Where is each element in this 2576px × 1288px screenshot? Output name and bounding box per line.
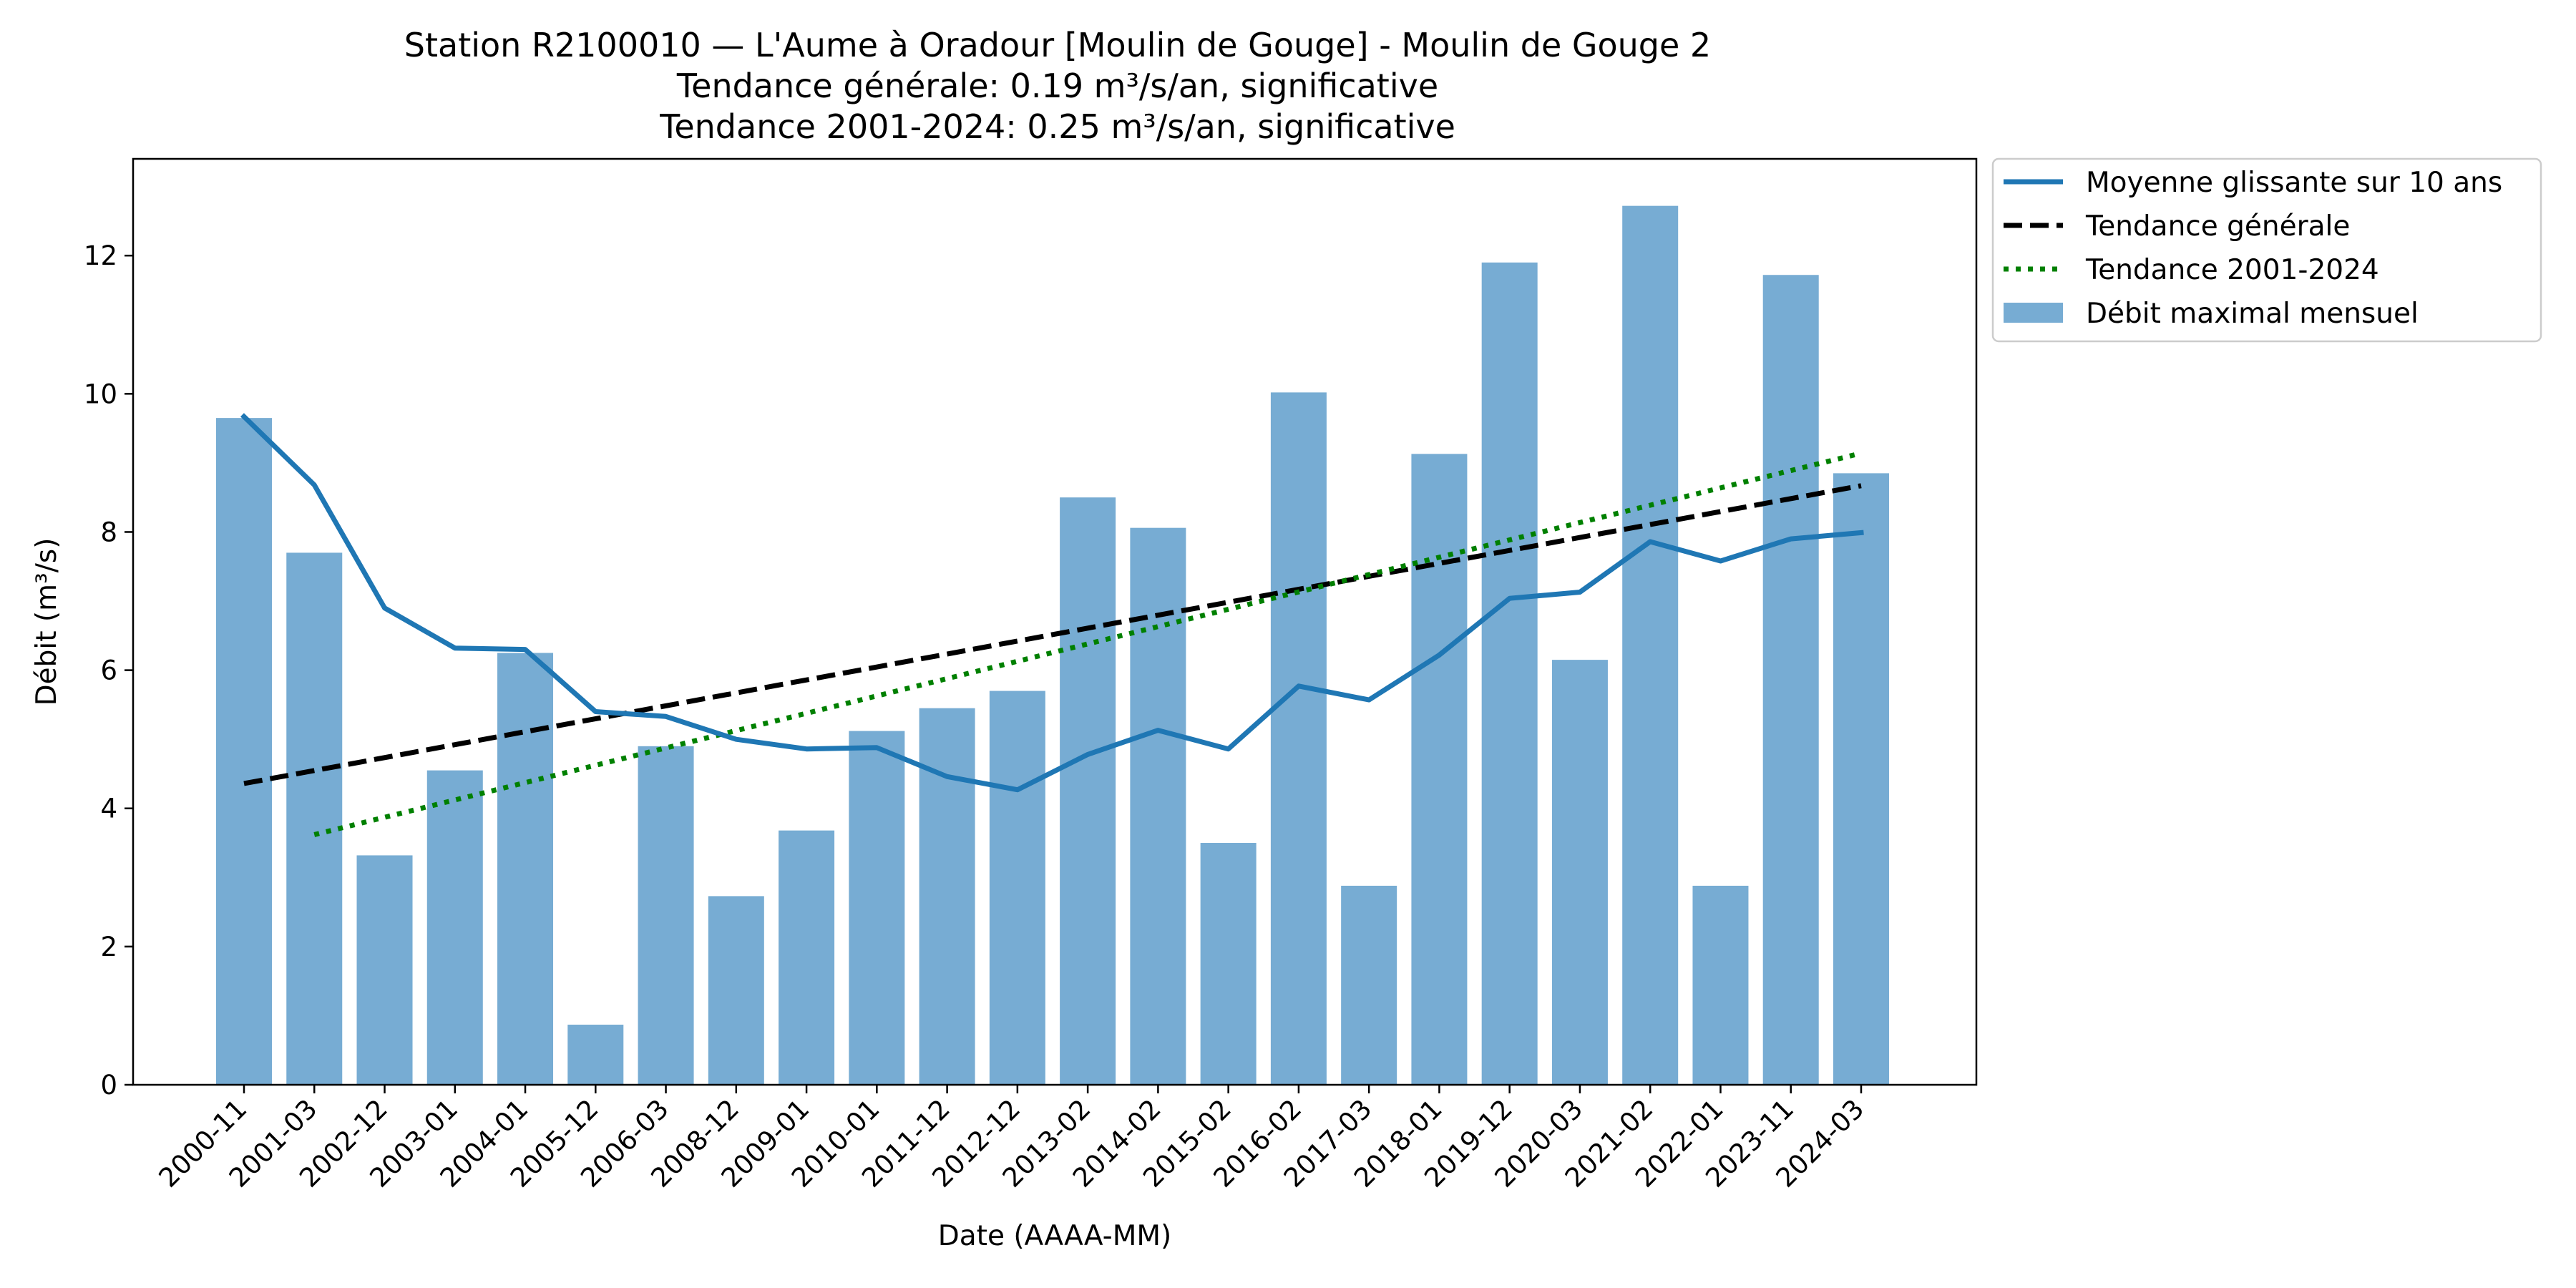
line-series	[240, 413, 1864, 837]
bar	[708, 896, 764, 1085]
bar	[1270, 392, 1327, 1085]
bar	[638, 746, 694, 1085]
plot-frame	[132, 157, 1978, 1086]
plot-area	[132, 157, 1978, 1086]
bar	[1130, 527, 1186, 1085]
bar	[286, 552, 343, 1085]
bar	[567, 1024, 624, 1085]
bar	[1833, 473, 1889, 1085]
y-axis-label: Débit (m³/s)	[31, 538, 63, 706]
legend-label: Tendance générale	[2085, 210, 2350, 243]
legend-swatch-bar	[2004, 303, 2063, 323]
legend: Moyenne glissante sur 10 ans Tendance gén…	[1991, 157, 2542, 343]
chart-title: Station R2100010 — L'Aume à Oradour [Mou…	[404, 26, 1711, 146]
y-tick-label: 12	[84, 240, 117, 271]
legend-label: Moyenne glissante sur 10 ans	[2086, 167, 2502, 199]
bar	[1692, 885, 1749, 1085]
bar	[849, 731, 905, 1085]
bar	[989, 691, 1045, 1085]
y-tick-label: 2	[100, 932, 117, 962]
y-tick-label: 6	[100, 655, 117, 686]
bar	[919, 708, 975, 1085]
legend-frame	[1991, 157, 2542, 343]
y-tick-label: 4	[100, 794, 117, 824]
y-tick-label: 8	[100, 517, 117, 547]
trend-line-general	[243, 483, 1862, 786]
legend-label: Débit maximal mensuel	[2086, 298, 2419, 330]
chart-subtitle-general-trend: Tendance générale: 0.19 m³/s/an, signifi…	[676, 67, 1438, 105]
legend-items: Moyenne glissante sur 10 ans Tendance gén…	[2004, 167, 2502, 330]
y-tick-label: 10	[84, 379, 117, 409]
chart-subtitle-period-trend: Tendance 2001-2024: 0.25 m³/s/an, signif…	[659, 107, 1455, 146]
bar	[1341, 885, 1397, 1085]
trend-line-period	[313, 450, 1862, 837]
y-tick-label: 0	[100, 1070, 117, 1101]
bar	[1411, 454, 1468, 1085]
bar	[1200, 843, 1257, 1085]
y-axis: 0 2 4 6 8 10 12	[84, 240, 133, 1101]
bar	[426, 770, 483, 1085]
bar	[1622, 205, 1679, 1085]
bar	[1762, 275, 1819, 1085]
bar-series	[216, 205, 1889, 1085]
bar	[1060, 497, 1116, 1085]
bar	[779, 830, 835, 1085]
chart-title-line: Station R2100010 — L'Aume à Oradour [Mou…	[404, 26, 1711, 64]
bar	[1551, 660, 1608, 1085]
x-axis-label: Date (AAAA-MM)	[938, 1220, 1172, 1252]
rolling-average-line	[240, 413, 1864, 793]
bar	[216, 418, 272, 1085]
bar	[356, 855, 413, 1085]
legend-label: Tendance 2001-2024	[2085, 254, 2379, 286]
bar	[1481, 262, 1538, 1085]
bar	[497, 653, 554, 1085]
